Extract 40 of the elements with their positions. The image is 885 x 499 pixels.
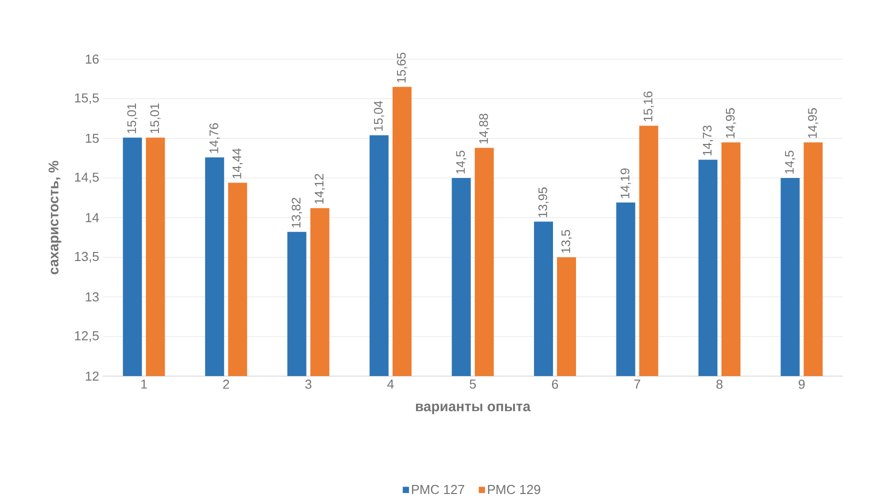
y-tick-label: 15 (86, 134, 99, 143)
legend-label: РМС 129 (488, 484, 540, 494)
y-tick-label: 14 (86, 212, 99, 222)
y-tick-label: 12 (86, 371, 99, 380)
x-tick-label: 3 (305, 379, 312, 389)
data-label: 14,19 (620, 168, 631, 198)
y-tick-label: 14,5 (75, 172, 99, 184)
data-label: 13,82 (292, 198, 302, 228)
x-tick-label: 5 (470, 379, 476, 388)
data-label: 14,76 (209, 123, 220, 153)
data-label: 15,04 (374, 100, 384, 131)
y-tick-label: 13,5 (75, 252, 99, 262)
data-label: 14,12 (314, 174, 325, 204)
data-label: 14,5 (456, 150, 466, 174)
data-label: 13,5 (561, 230, 572, 253)
x-tick-label: 2 (223, 379, 230, 388)
data-label: 14,73 (702, 125, 714, 156)
data-label: 15,65 (396, 52, 408, 82)
x-axis-title: варианты опыта (416, 403, 531, 414)
x-tick-label: 7 (634, 379, 640, 388)
y-tick-label: 16 (86, 54, 99, 64)
y-tick-label: 13 (86, 292, 99, 302)
data-label: 14,5 (785, 150, 796, 174)
data-label: 14,44 (232, 148, 243, 178)
data-label: 15,16 (644, 91, 654, 121)
data-label: 14,88 (479, 114, 490, 144)
data-label: 14,95 (808, 108, 818, 138)
y-axis-title: сахаристость, % (48, 160, 62, 274)
data-label: 13,95 (538, 187, 549, 217)
x-tick-label: 8 (716, 379, 722, 389)
data-label: 14,95 (726, 108, 736, 138)
y-tick-label: 12,5 (75, 330, 99, 342)
y-tick-label: 15,5 (75, 93, 99, 104)
x-tick-label: 9 (798, 379, 805, 389)
data-label: 15,01 (150, 103, 161, 133)
x-tick-label: 4 (387, 379, 394, 388)
x-tick-label: 6 (552, 379, 558, 389)
legend-label: РМС 127 (412, 484, 464, 494)
x-tick-label: 1 (141, 379, 147, 388)
data-label: 15,01 (127, 103, 138, 133)
